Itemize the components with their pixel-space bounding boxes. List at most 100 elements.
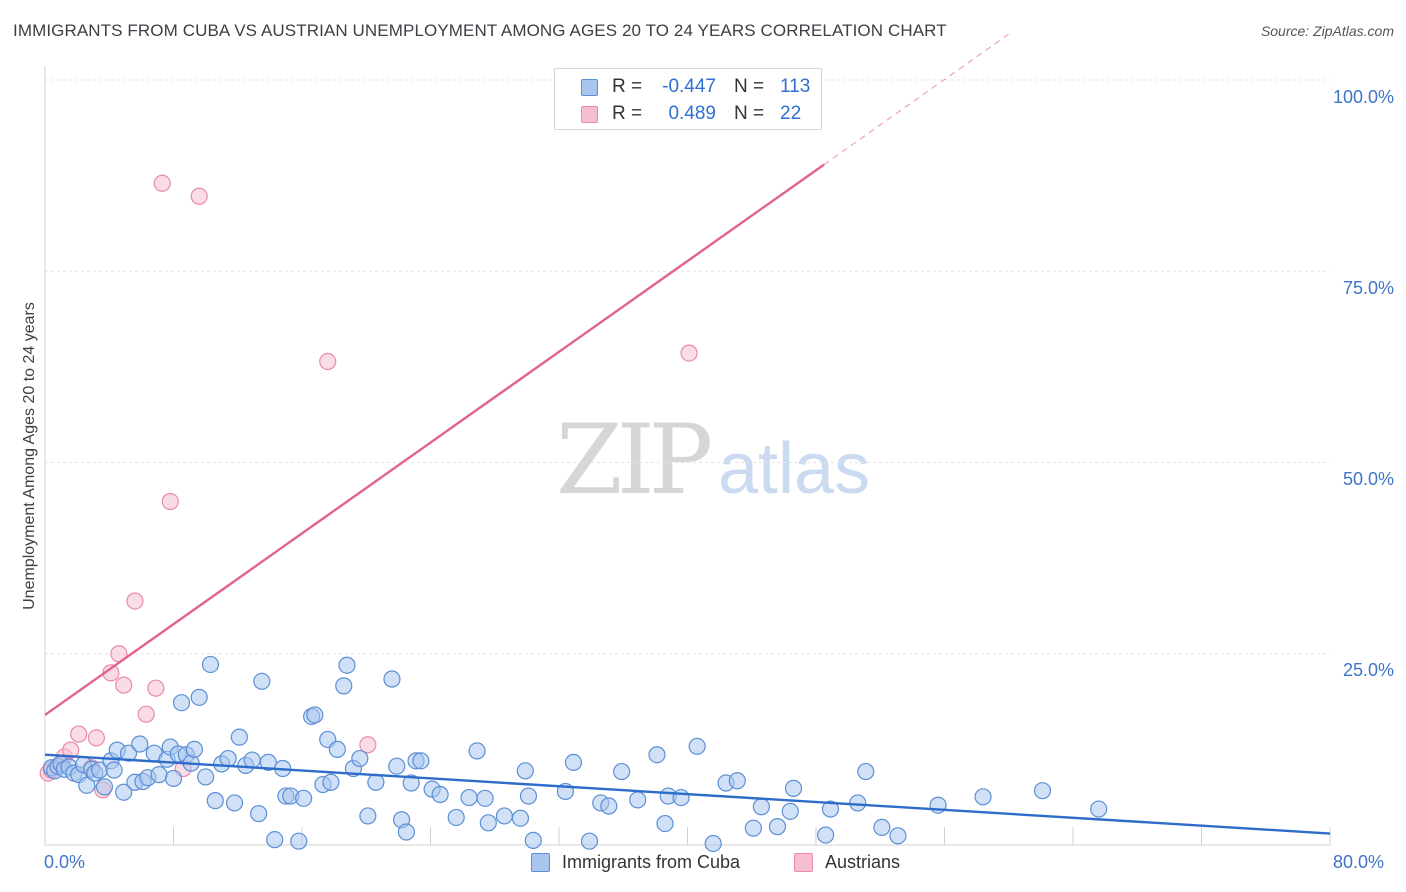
blue-swatch <box>531 853 550 872</box>
legend-label: Immigrants from Cuba <box>562 852 741 872</box>
cuba-point <box>367 773 385 791</box>
cuba-point <box>656 814 674 833</box>
austrians-point <box>161 492 179 511</box>
cuba-point <box>688 737 706 755</box>
austrians-point <box>115 676 133 694</box>
cuba-point <box>105 761 123 779</box>
cuba-point <box>197 768 215 786</box>
cuba-point <box>613 762 631 781</box>
y-tick-label: 75.0% <box>1342 278 1394 298</box>
austrians-point <box>319 352 337 371</box>
cuba-point <box>388 757 406 775</box>
legend-item-austrians[interactable]: Austrians <box>794 852 900 873</box>
cuba-trend-line <box>44 753 1331 835</box>
y-tick-label: 50.0% <box>1342 469 1394 489</box>
cuba-point <box>974 788 992 806</box>
cuba-point <box>704 834 722 853</box>
cuba-point <box>172 694 191 712</box>
cuba-point <box>351 749 369 768</box>
cuba-point <box>402 774 420 792</box>
cuba-point <box>648 746 666 764</box>
cuba-point <box>728 772 746 790</box>
cuba-point <box>95 778 114 796</box>
cuba-point <box>115 783 133 801</box>
cuba-point <box>479 814 497 832</box>
austrians-point <box>680 344 698 362</box>
cuba-point <box>206 792 224 810</box>
cuba-point <box>295 789 313 807</box>
austrians-point <box>153 174 171 192</box>
cuba-point <box>412 752 430 770</box>
axes <box>44 66 1331 846</box>
cuba-point <box>338 656 356 674</box>
legend-item-cuba[interactable]: Immigrants from Cuba <box>531 852 740 873</box>
cuba-point <box>849 794 867 812</box>
cuba-points <box>42 655 1108 853</box>
n-label: N = <box>734 76 765 97</box>
y-axis-label: Unemployment Among Ages 20 to 24 years <box>21 302 38 610</box>
austrians-point <box>126 592 144 610</box>
x-tick-label: 80.0% <box>1333 852 1385 872</box>
cuba-point <box>784 779 803 797</box>
cuba-point <box>359 807 377 825</box>
austrians-trend-line <box>44 163 825 716</box>
n-value: 113 <box>780 76 811 97</box>
austrians-point <box>62 741 80 759</box>
n-label: N = <box>734 103 765 124</box>
austrians-point <box>87 729 106 747</box>
cuba-point <box>516 762 534 780</box>
austrians-point <box>359 736 377 754</box>
cuba-point <box>335 677 353 695</box>
cuba-point <box>383 670 401 688</box>
source-attribution: Source: ZipAtlas.com <box>1260 23 1394 39</box>
austrians-point <box>137 705 155 723</box>
r-label: R = <box>612 76 643 97</box>
cuba-point <box>447 808 465 827</box>
cuba-point <box>519 787 538 805</box>
cuba-point <box>164 769 183 788</box>
trend-lines <box>44 33 1331 835</box>
stats-legend-row-austrians: R = 0.489 N = 22 <box>555 101 820 127</box>
cuba-point <box>857 762 875 781</box>
cuba-point <box>131 735 149 753</box>
cuba-point <box>150 766 168 784</box>
cuba-point <box>397 823 416 841</box>
watermark-zip: ZIP <box>556 404 713 516</box>
cuba-point <box>752 798 770 816</box>
cuba-point <box>290 832 308 850</box>
gridlines <box>45 79 1330 655</box>
y-tick-label: 25.0% <box>1342 660 1394 680</box>
blue-swatch <box>581 78 598 96</box>
cuba-point <box>322 773 340 791</box>
cuba-point <box>460 788 478 807</box>
y-tick-label: 100.0% <box>1332 87 1394 107</box>
watermark-atlas: atlas <box>718 429 871 509</box>
r-value: -0.447 <box>662 76 716 97</box>
austrians-point <box>70 725 88 743</box>
series-legend: Immigrants from Cuba Austrians <box>0 852 1406 876</box>
r-value: 0.489 <box>668 103 716 124</box>
cuba-point <box>495 807 513 825</box>
austrians-point <box>147 679 165 697</box>
pink-swatch <box>581 105 598 123</box>
cuba-point <box>476 789 494 807</box>
legend-label: Austrians <box>825 852 901 872</box>
r-label: R = <box>612 103 643 124</box>
stats-legend: R = -0.447 N = 113 R = 0.489 N = 22 <box>554 68 822 130</box>
cuba-point <box>243 751 261 769</box>
cuba-point <box>468 742 486 760</box>
chart-title: IMMIGRANTS FROM CUBA VS AUSTRIAN UNEMPLO… <box>13 21 947 40</box>
cuba-point <box>768 818 787 836</box>
cuba-point <box>564 753 583 771</box>
cuba-point <box>328 740 346 758</box>
cuba-point <box>266 831 284 849</box>
cuba-point <box>306 706 324 724</box>
x-tick-label: 0.0% <box>44 852 86 872</box>
cuba-point <box>78 776 96 794</box>
cuba-point <box>873 818 891 837</box>
cuba-point <box>253 672 271 690</box>
cuba-point <box>190 688 208 706</box>
cuba-point <box>1090 800 1108 818</box>
cuba-point <box>744 819 762 837</box>
